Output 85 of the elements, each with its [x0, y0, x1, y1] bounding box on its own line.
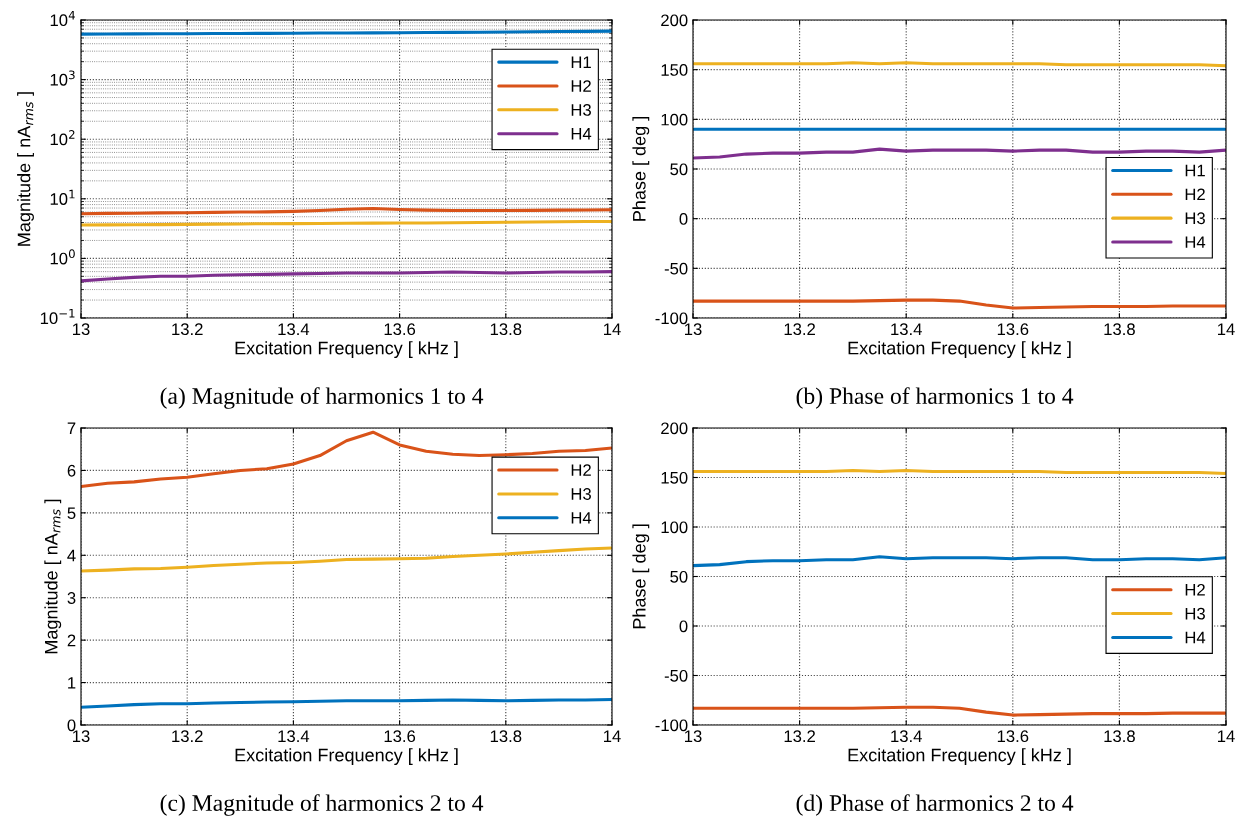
x-tick-label: 13.2 — [172, 323, 203, 336]
y-tick-label: -50 — [664, 262, 688, 275]
y-axis-title: Phase [ deg ] — [632, 524, 650, 629]
y-tick-label: -100 — [655, 719, 688, 732]
y-tick-label: 2 — [67, 634, 76, 647]
legend-label: H2 — [1185, 583, 1205, 596]
y-tick-label: 7 — [67, 422, 76, 435]
x-axis-title: Excitation Frequency [ kHz ] — [235, 341, 458, 359]
line-series — [693, 555, 1226, 568]
legend-label: H3 — [1185, 212, 1205, 225]
x-tick-label: 13.4 — [891, 323, 922, 336]
legend-label: H4 — [1185, 236, 1206, 248]
y-axis-title: Magnitude [ nA$_{rms}$ ] — [44, 499, 62, 654]
legend-label: H2 — [571, 464, 591, 476]
x-tick-label: 13.8 — [490, 323, 522, 336]
y-tick-label: -100 — [655, 312, 688, 325]
y-tick-label: 50 — [670, 570, 688, 583]
x-tick-label: 13 — [73, 323, 90, 336]
text: (c) Magnitude of harmonics 2 to 4 — [160, 794, 484, 816]
x-tick-label: 13 — [685, 323, 702, 336]
line-series — [81, 546, 612, 573]
y-tick-label: 100 — [661, 113, 688, 126]
x-tick-label: 13.2 — [784, 323, 815, 336]
x-tick-label: 13.4 — [891, 730, 922, 743]
x-tick-label: 13.4 — [278, 323, 310, 336]
text: (a) Magnitude of harmonics 1 to 4 — [160, 387, 484, 409]
y-tick-label: 0 — [679, 620, 688, 633]
y-tick-label: 0 — [67, 719, 76, 732]
x-tick-label: 13.6 — [384, 730, 416, 743]
y-tick-label: 5 — [67, 507, 76, 520]
line-series — [693, 147, 1226, 160]
legend-label: H3 — [571, 104, 591, 116]
y-tick-label: 10$^{2}$ — [50, 130, 75, 146]
y-tick-label: 10$^{4}$ — [50, 11, 75, 27]
y-tick-label: 200 — [661, 422, 688, 435]
x-tick-label: 13.8 — [490, 730, 522, 743]
x-tick-label: 14 — [1218, 323, 1235, 335]
x-tick-label: 13.4 — [278, 730, 310, 743]
y-tick-label: 10$^{0}$ — [50, 249, 75, 265]
x-tick-label: 13.2 — [172, 730, 203, 743]
text: (d) Phase of harmonics 2 to 4 — [796, 794, 1074, 816]
x-tick-label: 13 — [73, 730, 90, 743]
x-tick-label: 14 — [604, 323, 621, 335]
line-series — [81, 698, 612, 709]
y-tick-label: 1 — [68, 677, 76, 689]
y-tick-label: 0 — [679, 213, 688, 225]
x-axis-title: Excitation Frequency [ kHz ] — [848, 341, 1071, 359]
y-tick-label: 150 — [661, 471, 688, 484]
x-tick-label: 13.8 — [1104, 730, 1135, 743]
x-tick-label: 13 — [685, 730, 702, 743]
legend-label: H4 — [1185, 631, 1206, 644]
legend-label: H4 — [571, 512, 592, 524]
text: (b) Phase of harmonics 1 to 4 — [796, 387, 1074, 409]
y-axis-title: Magnitude [ nA$_{rms}$ ] — [17, 92, 34, 246]
y-tick-label: 150 — [661, 64, 688, 76]
legend-label: H1 — [1185, 164, 1205, 177]
y-axis-title: Phase [ deg ] — [632, 117, 650, 221]
y-tick-label: 10$^{3}$ — [50, 70, 75, 86]
y-tick-label: -50 — [664, 669, 688, 682]
line-series — [693, 298, 1226, 310]
y-tick-label: 10$^{1}$ — [50, 189, 75, 205]
legend-label: H3 — [1185, 607, 1205, 620]
y-tick-label: 4 — [67, 549, 76, 562]
legend-label: H2 — [571, 80, 591, 92]
x-axis-title: Excitation Frequency [ kHz ] — [235, 748, 458, 766]
y-tick-label: 200 — [661, 14, 688, 27]
y-tick-label: 100 — [661, 521, 688, 534]
y-tick-label: 3 — [67, 592, 76, 604]
x-tick-label: 13.8 — [1104, 323, 1135, 336]
line-series — [81, 270, 612, 283]
legend-label: H3 — [571, 488, 591, 500]
x-tick-label: 13.6 — [997, 323, 1029, 336]
x-tick-label: 14 — [1218, 730, 1235, 742]
x-tick-label: 13.6 — [997, 730, 1029, 743]
y-tick-label: 10$^{−1}$ — [40, 309, 75, 325]
x-tick-label: 14 — [604, 730, 621, 742]
line-series — [693, 705, 1226, 717]
x-axis-title: Excitation Frequency [ kHz ] — [848, 748, 1071, 766]
x-tick-label: 13.2 — [784, 730, 815, 743]
y-tick-label: 50 — [670, 163, 688, 176]
legend-label: H2 — [1185, 188, 1205, 201]
legend-label: H1 — [571, 56, 591, 68]
y-tick-label: 6 — [67, 464, 76, 477]
x-tick-label: 13.6 — [384, 323, 416, 336]
legend-label: H4 — [571, 128, 592, 140]
